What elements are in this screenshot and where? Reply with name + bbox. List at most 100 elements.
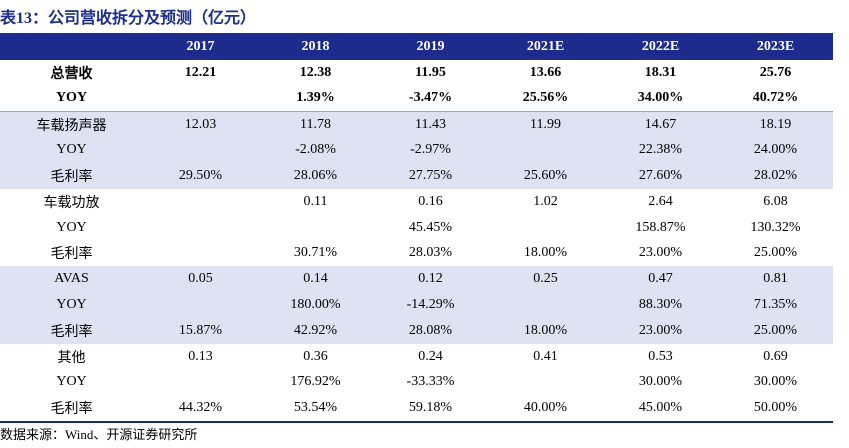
table-cell: 158.87% [635,219,686,235]
table-cell: 42.92% [293,322,338,338]
table-cell: 14.67 [644,116,677,132]
table-cell: 22.38% [638,142,683,158]
table-cell: 53.54% [293,400,338,416]
table-cell: 11.95 [415,64,446,80]
table-cell: 0.05 [188,271,213,287]
row-label: YOY [56,219,87,235]
row-label: 其他 [57,350,86,366]
row-label: YOY [56,374,87,390]
header-cell: 2019 [416,38,445,54]
table-cell [143,137,258,163]
table-cell: 50.00% [753,400,798,416]
table-row: YOY 176.92% -33.33% 30.00% 30.00% [0,370,833,396]
table-cell: 18.00% [523,245,568,261]
table-cell: 25.76 [759,64,792,80]
table-cell [488,137,603,163]
revenue-table-container: 2017 2018 2019 2021E 2022E 2023E 总营收 12.2… [0,33,833,424]
table-cell: -33.33% [406,374,455,390]
table-cell: 28.03% [408,245,453,261]
table-cell: 18.31 [644,64,677,80]
table-cell: 0.13 [188,348,213,364]
table-cell [143,370,258,396]
table-cell: 28.08% [408,322,453,338]
table-cell: 13.66 [529,64,562,80]
table-cell: 25.60% [523,168,568,184]
table-cell [488,370,603,396]
table-cell: 18.00% [523,322,568,338]
table-cell: 6.08 [763,193,788,209]
table-row: 总营收 12.21 12.38 11.95 13.66 18.31 25.76 [0,60,833,86]
table-title: 表13：公司营收拆分及预测（亿元） [0,10,257,27]
revenue-forecast-table: 2017 2018 2019 2021E 2022E 2023E 总营收 12.2… [0,33,833,421]
table-cell: 23.00% [638,322,683,338]
table-cell: -2.97% [410,142,451,158]
table-row: 车载功放 0.11 0.16 1.02 2.64 6.08 [0,189,833,215]
table-row: YOY 180.00% -14.29% 88.30% 71.35% [0,292,833,318]
table-cell: 29.50% [178,168,223,184]
table-cell: 0.14 [303,271,328,287]
table-row: YOY 1.39% -3.47% 25.56% 34.00% 40.72% [0,85,833,113]
table-cell: 88.30% [638,297,683,313]
table-cell: 0.12 [418,271,443,287]
table-row: YOY 45.45% 158.87% 130.32% [0,215,833,241]
table-cell: 40.72% [718,85,833,113]
row-label: 毛利率 [50,402,93,418]
table-cell: 25.00% [753,322,798,338]
table-cell: 0.69 [763,348,788,364]
table-row: 其他 0.13 0.36 0.24 0.41 0.53 0.69 [0,344,833,370]
table-cell: 11.43 [415,116,446,132]
table-cell: 28.06% [293,168,338,184]
table-cell: 12.38 [299,64,332,80]
table-header-row: 2017 2018 2019 2021E 2022E 2023E [0,33,833,60]
row-label: AVAS [54,271,89,287]
table-cell: 0.11 [303,193,328,209]
row-label: 车载功放 [43,195,100,211]
header-cell [0,33,143,60]
table-cell [488,292,603,318]
table-row: 毛利率 30.71% 28.03% 18.00% 23.00% 25.00% [0,241,833,267]
row-label: YOY [56,142,87,158]
table-body: 总营收 12.21 12.38 11.95 13.66 18.31 25.76 YOY 1.39… [0,60,833,421]
table-cell: 12.03 [184,116,217,132]
table-cell: 0.41 [533,348,558,364]
table-cell: 12.21 [184,64,217,80]
header-cell: 2022E [641,38,680,54]
table-cell: 30.00% [753,374,798,390]
table-row: 毛利率 15.87% 42.92% 28.08% 18.00% 23.00% 25.00% [0,317,833,344]
table-cell: 34.00% [603,85,718,113]
table-cell: 40.00% [523,400,568,416]
table-cell: 28.02% [753,168,798,184]
table-row: 毛利率 44.32% 53.54% 59.18% 40.00% 45.00% 50.00% [0,395,833,421]
table-cell: 1.39% [258,85,373,113]
table-cell: 45.45% [408,219,453,235]
table-cell: 180.00% [290,297,341,313]
table-cell: -2.08% [295,142,336,158]
table-cell: 44.32% [178,400,223,416]
header-cell: 2018 [301,38,330,54]
table-cell: 25.00% [753,245,798,261]
row-label: 总营收 [50,66,93,82]
table-cell: 30.71% [293,245,338,261]
row-label: 毛利率 [50,170,93,186]
table-cell: 0.47 [648,271,673,287]
table-cell: 23.00% [638,245,683,261]
table-cell: 0.53 [648,348,673,364]
table-cell: 1.02 [533,193,558,209]
header-cell: 2023E [756,38,795,54]
table-cell [143,292,258,318]
table-cell [143,215,258,241]
table-cell: 71.35% [753,297,798,313]
row-label: YOY [0,85,143,113]
row-label: 车载扬声器 [36,118,107,134]
table-row: 车载扬声器 12.03 11.78 11.43 11.99 14.67 18.19 [0,111,833,138]
table-cell: -14.29% [406,297,455,313]
table-cell: 25.56% [488,85,603,113]
table-cell [258,215,373,241]
row-label: 毛利率 [50,247,93,263]
table-cell: 11.99 [530,116,561,132]
table-cell: 24.00% [753,142,798,158]
table-cell [488,215,603,241]
table-cell: 176.92% [290,374,341,390]
table-cell: 15.87% [178,322,223,338]
header-cell: 2017 [186,38,215,54]
